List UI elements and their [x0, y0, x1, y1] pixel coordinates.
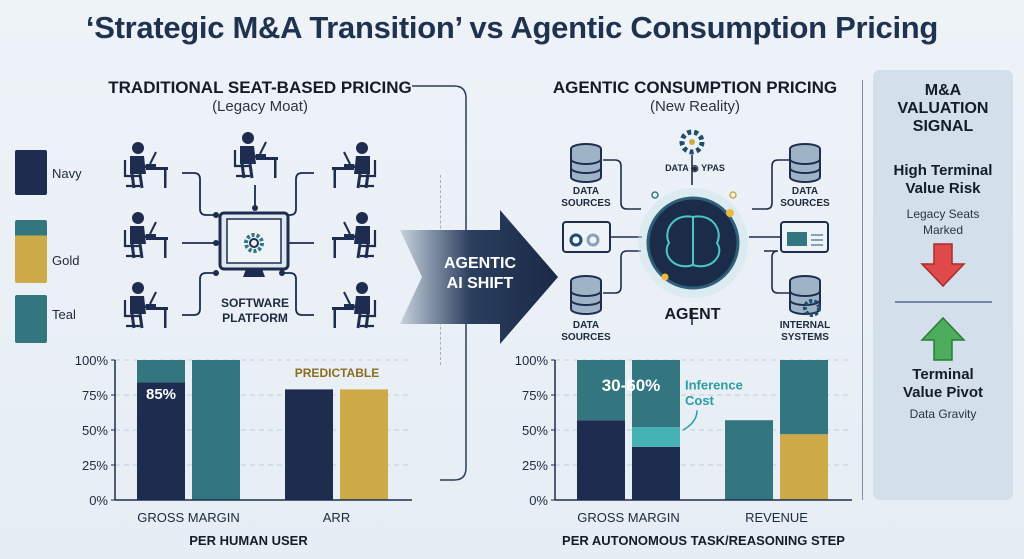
shift-label: AGENTIC AI SHIFT — [444, 255, 516, 292]
bar-segment-teal — [780, 360, 828, 435]
bar-segment-light-teal — [632, 427, 680, 447]
x-category-label: GROSS MARGIN — [137, 510, 240, 525]
internal-systems-label: INTERNAL SYSTEMS — [779, 320, 831, 343]
user-icon — [123, 210, 170, 260]
bar-segment-gold — [780, 434, 828, 500]
y-tick-label: 25% — [522, 458, 548, 473]
agent-brain-icon — [638, 188, 748, 298]
x-category-label: GROSS MARGIN — [577, 510, 680, 525]
bar-segment-navy — [137, 382, 185, 500]
data-bypass-label: DATA ◉ YPAS — [665, 163, 725, 173]
bar-segment-teal — [725, 420, 773, 500]
agent-label: AGENT — [664, 306, 721, 323]
bar-segment-navy — [632, 446, 680, 500]
left-subheading: (Legacy Moat) — [212, 98, 308, 115]
gear-icon — [803, 299, 821, 317]
left-heading: TRADITIONAL SEAT-BASED PRICING — [108, 78, 412, 97]
bar-segment-navy — [285, 389, 333, 500]
panel-separator — [895, 301, 992, 303]
window-gear-icon — [562, 221, 611, 253]
monitor-gear-icon — [218, 211, 290, 277]
data-sources-label-2: DATA SOURCES — [780, 186, 830, 209]
agentic-pricing-chart: 0% 25% 50% 75% 100% GROSS MARGIN REVENUE PER AU… — [515, 353, 852, 545]
user-icon — [123, 140, 170, 190]
panel-divider — [862, 80, 863, 500]
page-title: ‘Strategic M&A Transition’ vs Agentic Co… — [85, 10, 939, 45]
bar-segment-teal — [137, 360, 185, 383]
pivot-note: Data Gravity — [909, 407, 977, 421]
bar-segment-teal — [577, 360, 625, 421]
legend-swatch-gold — [15, 220, 47, 283]
seat-pricing-chart: 0% 25% 50% 75% 100% GROSS MARGIN ARR PER HUMAN … — [75, 353, 412, 545]
legend-label-teal: Teal — [52, 307, 76, 322]
x-category-label: REVENUE — [745, 510, 808, 525]
gear-icon — [679, 129, 705, 155]
down-arrow-icon — [920, 243, 966, 288]
inference-cost-label: Cost — [685, 393, 715, 408]
y-tick-label: 75% — [82, 388, 108, 403]
user-icon — [330, 280, 377, 330]
inference-cost-label: Inference — [685, 377, 743, 392]
risk-heading: High Terminal Value Risk — [893, 162, 993, 197]
window-layout-icon — [780, 221, 829, 253]
valuation-signal-panel: M&A VALUATION SIGNAL High Terminal Value Ri… — [873, 70, 1013, 500]
panel-title: M&A VALUATION SIGNAL — [897, 82, 989, 135]
inference-range-annotation: 30-60% — [602, 376, 661, 395]
legend-swatch-teal — [15, 295, 47, 343]
y-tick-label: 50% — [82, 423, 108, 438]
data-sources-label-3: DATA SOURCES — [561, 320, 611, 343]
annotation-leader-line — [682, 410, 698, 431]
data-sources-label-1: DATA SOURCES — [561, 186, 611, 209]
user-icon — [233, 130, 280, 180]
y-tick-label: 0% — [529, 493, 548, 508]
x-category-label: ARR — [323, 510, 350, 525]
user-icon — [330, 140, 377, 190]
platform-label: SOFTWARE PLATFORM — [221, 296, 289, 325]
bar-segment-teal — [192, 360, 240, 500]
y-tick-label: 100% — [515, 353, 549, 368]
database-icon — [570, 275, 602, 315]
bar-segment-gold — [340, 389, 388, 500]
bar-segment-navy — [577, 420, 625, 500]
database-icon — [570, 143, 602, 183]
agent-network-diagram — [562, 129, 829, 325]
agentic-shift-arrow — [400, 210, 558, 344]
up-arrow-icon — [920, 316, 966, 361]
pivot-heading: Terminal Value Pivot — [902, 366, 984, 401]
y-tick-label: 100% — [75, 353, 109, 368]
seat-network-diagram — [123, 130, 377, 330]
legend-label-gold: Gold — [52, 253, 80, 268]
legend-label-navy: Navy — [52, 166, 82, 181]
margin-annotation: 85% — [146, 386, 176, 403]
y-tick-label: 75% — [522, 388, 548, 403]
predictable-annotation: PREDICTABLE — [295, 366, 379, 380]
right-subheading: (New Reality) — [649, 98, 740, 115]
legend-swatch-navy — [15, 150, 47, 195]
y-tick-label: 25% — [82, 458, 108, 473]
bar-segment-teal — [632, 360, 680, 428]
right-heading: AGENTIC CONSUMPTION PRICING — [552, 78, 838, 97]
y-tick-label: 0% — [89, 493, 108, 508]
risk-note: Legacy Seats Marked — [906, 207, 980, 237]
database-icon — [789, 143, 821, 183]
user-icon — [330, 210, 377, 260]
x-axis-title: PER AUTONOMOUS TASK/REASONING STEP — [562, 533, 845, 545]
user-icon — [123, 280, 170, 330]
x-axis-title: PER HUMAN USER — [189, 533, 308, 545]
y-tick-label: 50% — [522, 423, 548, 438]
